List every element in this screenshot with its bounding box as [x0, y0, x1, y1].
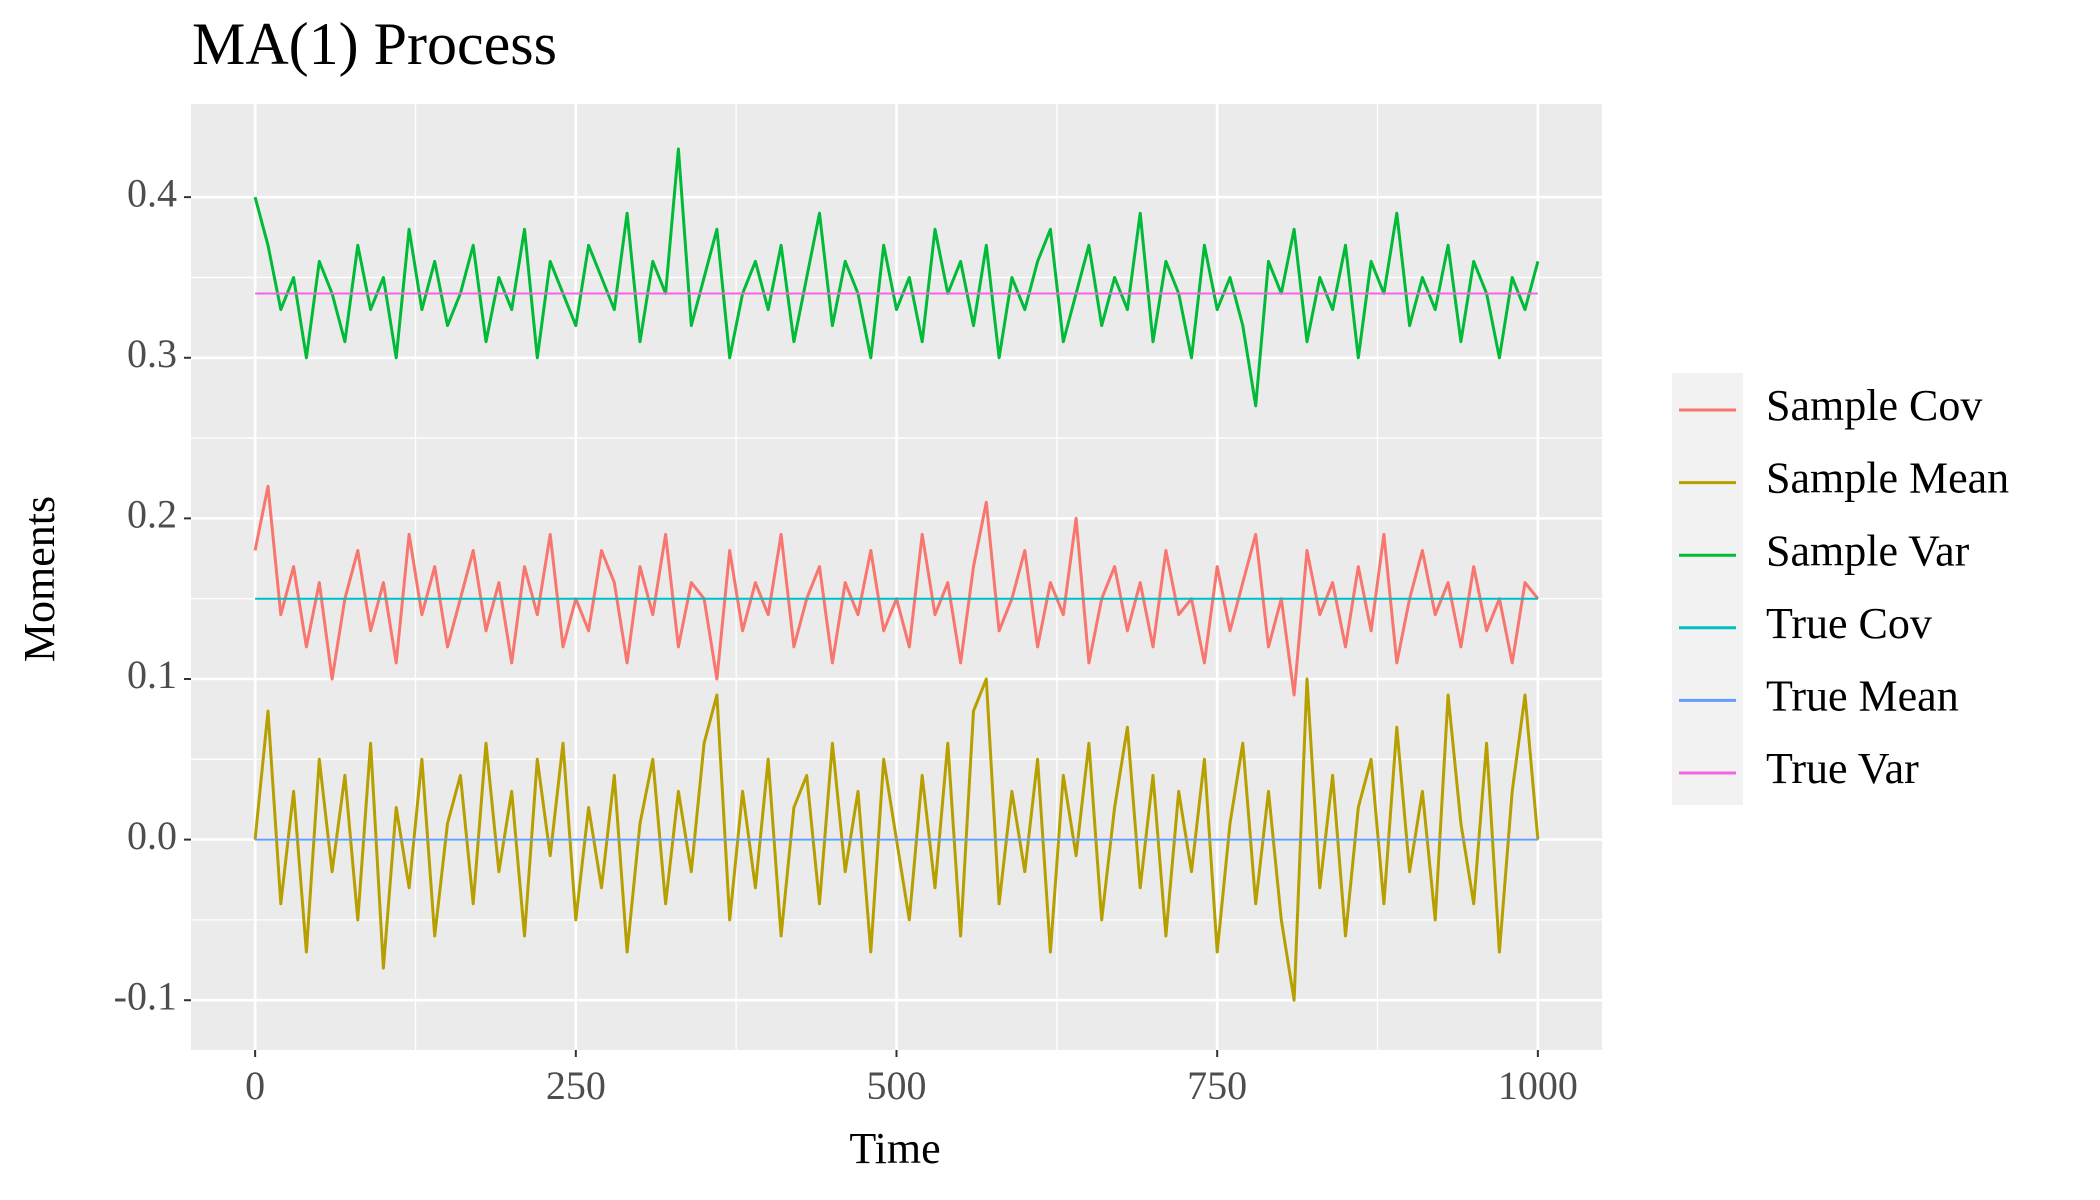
legend-label: True Mean	[1766, 671, 1959, 720]
x-tick-label: 250	[546, 1063, 606, 1108]
x-tick-label: 500	[867, 1063, 927, 1108]
legend-label: Sample Cov	[1766, 381, 1982, 430]
y-tick-label: 0.4	[127, 170, 177, 215]
y-axis-title: Moments	[15, 496, 64, 662]
legend-keys	[1672, 373, 1743, 805]
x-axis-title: Time	[849, 1124, 940, 1173]
y-tick-label: 0.3	[127, 331, 177, 376]
legend-label: True Var	[1766, 744, 1919, 793]
legend-label: True Cov	[1766, 599, 1932, 648]
x-tick-label: 0	[245, 1063, 265, 1108]
y-tick-label: 0.2	[127, 492, 177, 537]
legend-label: Sample Var	[1766, 526, 1970, 575]
chart-title: MA(1) Process	[192, 11, 557, 77]
y-tick-label: 0.1	[127, 652, 177, 697]
y-tick-label: 0.0	[127, 813, 177, 858]
y-tick-label: -0.1	[114, 973, 177, 1018]
x-tick-label: 750	[1187, 1063, 1247, 1108]
legend-label: Sample Mean	[1766, 454, 2009, 503]
x-tick-label: 1000	[1498, 1063, 1578, 1108]
series-line	[253, 147, 1540, 408]
